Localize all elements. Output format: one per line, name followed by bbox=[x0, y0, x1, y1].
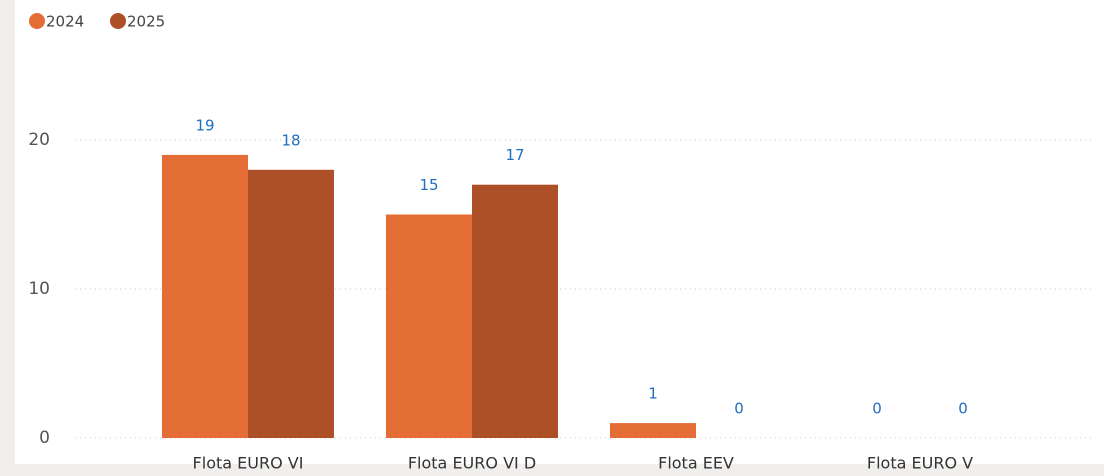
data-label: 15 bbox=[419, 176, 438, 194]
x-tick-label: Flota EURO VI D bbox=[408, 454, 536, 473]
x-tick-label: Flota EURO V bbox=[867, 454, 973, 473]
y-tick-label: 20 bbox=[28, 130, 50, 150]
data-label: 18 bbox=[281, 131, 300, 149]
data-label: 0 bbox=[872, 400, 882, 418]
legend-swatch bbox=[110, 13, 126, 29]
bar bbox=[248, 169, 334, 439]
bar bbox=[386, 214, 472, 438]
data-label: 17 bbox=[505, 146, 524, 164]
legend-swatch bbox=[29, 13, 45, 29]
bar bbox=[472, 184, 558, 438]
y-tick-label: 10 bbox=[28, 279, 50, 299]
x-tick-label: Flota EURO VI bbox=[193, 454, 304, 473]
data-label: 0 bbox=[734, 400, 744, 418]
legend-label: 2024 bbox=[46, 13, 84, 31]
data-label: 1 bbox=[648, 385, 658, 403]
y-tick-label: 0 bbox=[39, 428, 50, 448]
bar bbox=[162, 154, 248, 438]
x-tick-label: Flota EEV bbox=[658, 454, 734, 473]
data-label: 0 bbox=[958, 400, 968, 418]
legend-label: 2025 bbox=[127, 13, 165, 31]
bar bbox=[610, 423, 696, 438]
data-label: 19 bbox=[195, 116, 214, 134]
